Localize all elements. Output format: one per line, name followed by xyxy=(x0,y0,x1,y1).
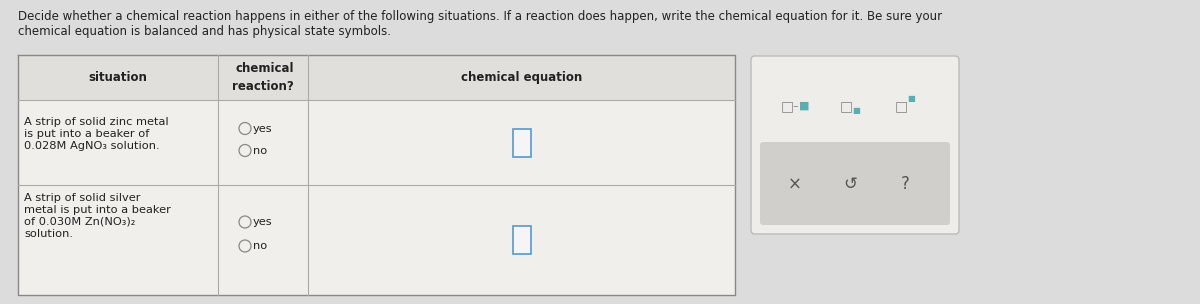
Text: Decide whether a chemical reaction happens in either of the following situations: Decide whether a chemical reaction happe… xyxy=(18,10,942,23)
Text: yes: yes xyxy=(253,123,272,133)
Text: yes: yes xyxy=(253,217,272,227)
Text: metal is put into a beaker: metal is put into a beaker xyxy=(24,205,170,215)
Text: of 0.030M Zn(NO₃)₂: of 0.030M Zn(NO₃)₂ xyxy=(24,217,136,227)
FancyBboxPatch shape xyxy=(760,142,950,225)
FancyBboxPatch shape xyxy=(512,129,530,157)
Text: chemical equation: chemical equation xyxy=(461,71,582,84)
Text: ■: ■ xyxy=(799,101,809,111)
Text: chemical equation is balanced and has physical state symbols.: chemical equation is balanced and has ph… xyxy=(18,25,391,38)
Text: A strip of solid zinc metal: A strip of solid zinc metal xyxy=(24,117,169,127)
FancyBboxPatch shape xyxy=(751,56,959,234)
Text: □: □ xyxy=(780,99,793,113)
Polygon shape xyxy=(18,55,734,100)
Text: chemical
reaction?: chemical reaction? xyxy=(232,63,294,92)
Text: □: □ xyxy=(894,99,907,113)
Text: ?: ? xyxy=(900,175,910,193)
Text: □: □ xyxy=(840,99,852,113)
Text: situation: situation xyxy=(89,71,148,84)
Text: is put into a beaker of: is put into a beaker of xyxy=(24,129,149,139)
Text: ■: ■ xyxy=(907,95,914,103)
FancyBboxPatch shape xyxy=(512,226,530,254)
Text: ↺: ↺ xyxy=(844,175,857,193)
Text: ×: × xyxy=(788,175,802,193)
Text: –: – xyxy=(792,101,798,111)
Polygon shape xyxy=(18,55,734,295)
Text: 0.028M AgNO₃ solution.: 0.028M AgNO₃ solution. xyxy=(24,141,160,151)
Text: no: no xyxy=(253,146,268,156)
Text: ■: ■ xyxy=(852,106,860,116)
Text: solution.: solution. xyxy=(24,229,73,239)
Text: no: no xyxy=(253,241,268,251)
Text: A strip of solid silver: A strip of solid silver xyxy=(24,193,140,203)
